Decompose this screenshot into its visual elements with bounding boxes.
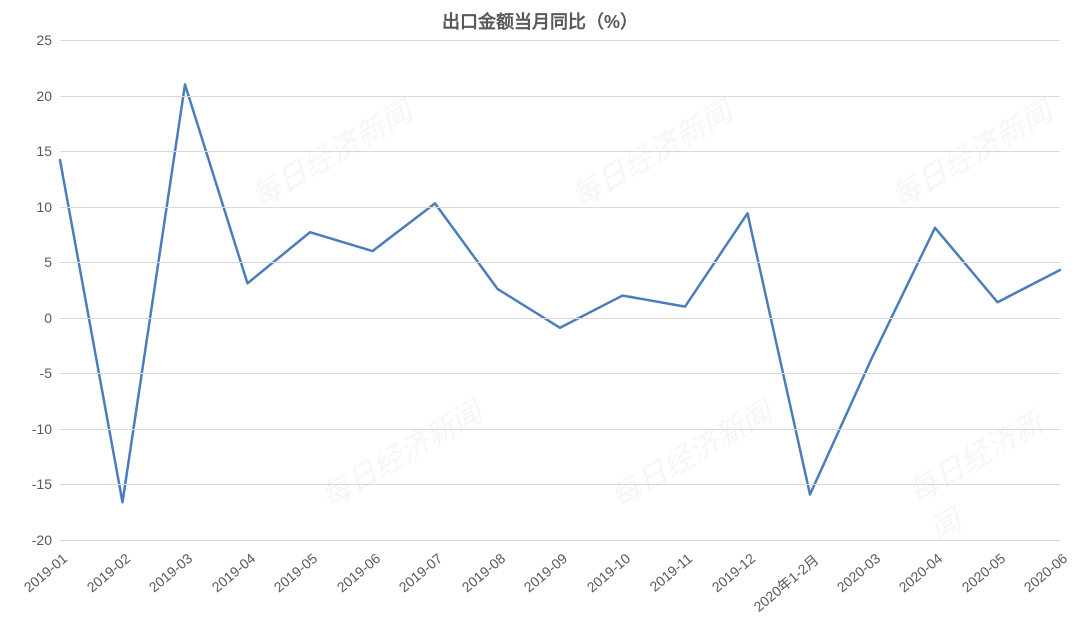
gridline bbox=[60, 207, 1060, 208]
y-axis-label: 15 bbox=[36, 143, 52, 159]
y-axis-label: 0 bbox=[44, 310, 52, 326]
x-axis-label: 2019-11 bbox=[646, 550, 695, 595]
x-axis-label: 2019-01 bbox=[21, 550, 71, 595]
y-axis-label: 25 bbox=[36, 32, 52, 48]
gridline bbox=[60, 373, 1060, 374]
x-axis-label: 2019-08 bbox=[458, 550, 508, 595]
y-axis-label: -10 bbox=[32, 421, 52, 437]
y-axis-label: -15 bbox=[32, 476, 52, 492]
series-line bbox=[60, 40, 1060, 540]
x-axis-label: 2019-06 bbox=[333, 550, 383, 595]
x-axis-label: 2020年1-2月 bbox=[749, 550, 823, 616]
gridline bbox=[60, 540, 1060, 541]
gridline bbox=[60, 262, 1060, 263]
x-axis-label: 2019-10 bbox=[583, 550, 633, 595]
x-axis-label: 2019-02 bbox=[83, 550, 133, 595]
gridline bbox=[60, 318, 1060, 319]
x-axis-label: 2020-05 bbox=[958, 550, 1008, 595]
x-axis-label: 2019-09 bbox=[521, 550, 571, 595]
x-axis-label: 2019-05 bbox=[271, 550, 321, 595]
gridline bbox=[60, 151, 1060, 152]
y-axis-label: 20 bbox=[36, 88, 52, 104]
y-axis-label: -20 bbox=[32, 532, 52, 548]
plot-area: -20-15-10-505101520252019-012019-022019-… bbox=[60, 40, 1060, 540]
gridline bbox=[60, 40, 1060, 41]
x-axis-label: 2020-03 bbox=[833, 550, 883, 595]
y-axis-label: 5 bbox=[44, 254, 52, 270]
x-axis-label: 2019-07 bbox=[396, 550, 446, 595]
x-axis-label: 2020-04 bbox=[896, 550, 946, 595]
chart-title: 出口金额当月同比（%） bbox=[0, 8, 1080, 34]
x-axis-label: 2019-12 bbox=[708, 550, 758, 595]
y-axis-label: -5 bbox=[40, 365, 52, 381]
gridline bbox=[60, 429, 1060, 430]
x-axis-label: 2020-06 bbox=[1021, 550, 1071, 595]
export-yoy-line-chart: 出口金额当月同比（%） -20-15-10-505101520252019-01… bbox=[0, 0, 1080, 630]
x-axis-label: 2019-04 bbox=[208, 550, 258, 595]
gridline bbox=[60, 96, 1060, 97]
x-axis-label: 2019-03 bbox=[146, 550, 196, 595]
gridline bbox=[60, 484, 1060, 485]
y-axis-label: 10 bbox=[36, 199, 52, 215]
